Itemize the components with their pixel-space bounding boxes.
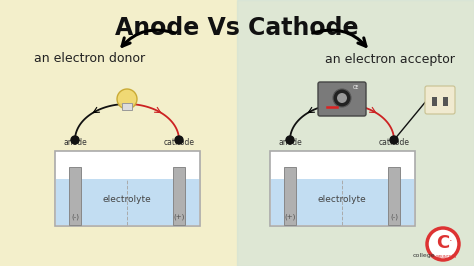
Circle shape — [175, 136, 183, 144]
Bar — [0, 0, 237, 266]
Circle shape — [390, 136, 398, 144]
Text: an electron donor: an electron donor — [35, 52, 146, 65]
Text: Anode Vs Cathode: Anode Vs Cathode — [115, 16, 359, 40]
Text: search: search — [436, 253, 457, 259]
Circle shape — [427, 228, 459, 260]
FancyArrowPatch shape — [313, 30, 366, 46]
Bar — [443, 97, 448, 106]
Bar — [56, 178, 199, 225]
Bar — [55, 151, 200, 226]
Circle shape — [71, 136, 79, 144]
Bar — [271, 178, 414, 225]
Circle shape — [286, 136, 294, 144]
FancyBboxPatch shape — [425, 86, 455, 114]
Text: (+): (+) — [284, 214, 296, 220]
Text: (-): (-) — [71, 214, 79, 220]
Bar — [270, 151, 415, 226]
Text: .: . — [449, 233, 453, 243]
Bar — [284, 167, 296, 225]
Text: electrolyte: electrolyte — [318, 195, 366, 204]
Text: an electron acceptor: an electron acceptor — [325, 52, 455, 65]
Text: (-): (-) — [390, 214, 398, 220]
Text: (+): (+) — [173, 214, 185, 220]
Bar — [173, 167, 185, 225]
Circle shape — [337, 93, 347, 103]
Text: CE: CE — [353, 85, 359, 90]
FancyBboxPatch shape — [318, 82, 366, 116]
Text: college: college — [412, 253, 435, 259]
Bar — [388, 167, 400, 225]
Bar — [432, 97, 437, 106]
FancyArrowPatch shape — [122, 30, 175, 46]
Text: electrolyte: electrolyte — [103, 195, 151, 204]
Text: anode: anode — [63, 138, 87, 147]
Bar — [237, 0, 474, 266]
Bar — [122, 103, 132, 110]
Text: C: C — [437, 234, 450, 252]
Circle shape — [117, 89, 137, 109]
Text: anode: anode — [278, 138, 302, 147]
Bar — [69, 167, 81, 225]
Text: cathode: cathode — [164, 138, 194, 147]
Text: cathode: cathode — [379, 138, 410, 147]
Circle shape — [333, 89, 351, 107]
